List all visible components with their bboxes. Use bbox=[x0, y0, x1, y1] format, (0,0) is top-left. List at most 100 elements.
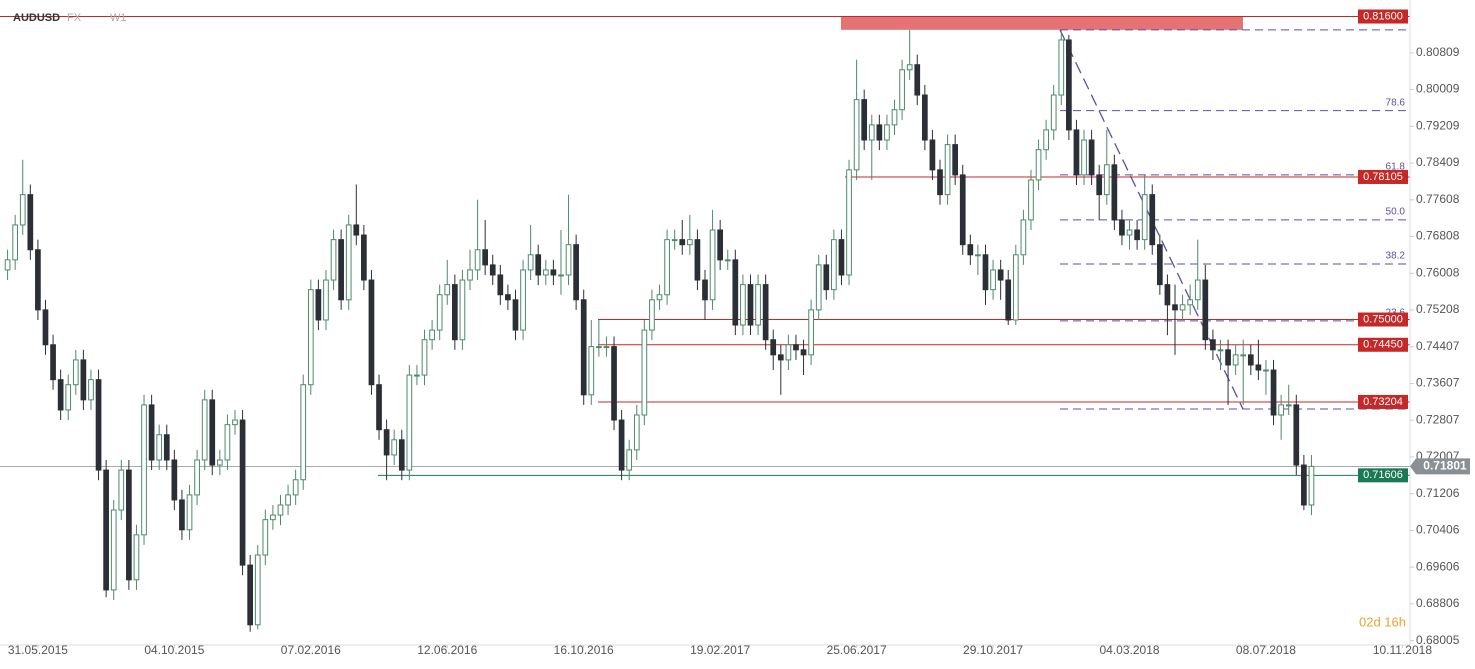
candle-body bbox=[19, 194, 26, 226]
candle-body bbox=[436, 294, 443, 331]
candle-body bbox=[133, 534, 140, 581]
candle-body bbox=[383, 429, 390, 456]
candle-body bbox=[542, 269, 549, 276]
candle-body bbox=[1172, 304, 1178, 311]
candle-body bbox=[1020, 219, 1027, 256]
candle-body bbox=[671, 239, 678, 242]
candle-body bbox=[1202, 279, 1209, 341]
y-tick-label: 0.68806 bbox=[1416, 596, 1460, 610]
candle-body bbox=[497, 274, 504, 296]
candle-body bbox=[1293, 404, 1300, 466]
candle-body bbox=[179, 499, 185, 531]
fib-label: 50.0 bbox=[1386, 207, 1406, 218]
candle-body bbox=[65, 384, 72, 411]
candle-body bbox=[793, 344, 799, 351]
candle-body bbox=[1255, 364, 1262, 371]
candle-body bbox=[1285, 404, 1292, 407]
y-tick-label: 0.74407 bbox=[1416, 339, 1460, 353]
candle-body bbox=[1119, 219, 1125, 236]
candle-body bbox=[323, 279, 329, 321]
level-label-box bbox=[1358, 9, 1408, 24]
candle-body bbox=[527, 254, 534, 271]
candle-body bbox=[489, 264, 496, 276]
candle-body bbox=[1149, 194, 1156, 246]
candle-body bbox=[414, 374, 420, 377]
candle-body bbox=[12, 224, 19, 261]
candle-body bbox=[361, 234, 367, 281]
candle-body bbox=[755, 284, 761, 326]
y-tick-label: 0.73607 bbox=[1416, 376, 1460, 390]
x-tick-label: 12.06.2016 bbox=[417, 643, 477, 657]
candle-body bbox=[156, 434, 163, 461]
y-tick-label: 0.80009 bbox=[1416, 82, 1460, 96]
market[interactable]: FX bbox=[67, 12, 82, 24]
candle-body bbox=[429, 329, 435, 341]
candle-body bbox=[800, 349, 807, 356]
candle-body bbox=[815, 264, 822, 311]
y-tick-label: 0.75208 bbox=[1416, 302, 1460, 316]
candle-body bbox=[740, 284, 746, 326]
candle-body bbox=[300, 384, 307, 481]
x-tick-label: 10.11.2018 bbox=[1373, 643, 1432, 657]
candle-body bbox=[1232, 354, 1239, 366]
candle-body bbox=[990, 269, 996, 291]
candle-body bbox=[148, 404, 155, 461]
candle-body bbox=[558, 274, 564, 277]
candle-body bbox=[1240, 354, 1247, 357]
level-label-box bbox=[1358, 468, 1408, 483]
candle-body bbox=[376, 384, 382, 431]
candle-body bbox=[1126, 229, 1133, 236]
candle-body bbox=[126, 469, 132, 581]
candle-body bbox=[186, 494, 193, 531]
candle-body bbox=[914, 64, 921, 96]
candle-body bbox=[929, 139, 936, 171]
candle-body bbox=[1111, 164, 1118, 221]
candle-body bbox=[110, 509, 117, 591]
x-tick-label: 16.10.2016 bbox=[554, 643, 614, 657]
candle-body bbox=[611, 346, 617, 421]
candle-body bbox=[232, 419, 238, 426]
current-price-box bbox=[1410, 458, 1470, 475]
candle-body bbox=[88, 379, 94, 401]
candle-body bbox=[520, 269, 526, 331]
candle-body bbox=[861, 99, 868, 141]
level-label: 0.71606 bbox=[1363, 469, 1403, 481]
x-tick-label: 25.06.2017 bbox=[827, 643, 887, 657]
candle-body bbox=[906, 64, 913, 71]
y-tick-label: 0.71206 bbox=[1416, 486, 1460, 500]
candle-body bbox=[194, 459, 200, 496]
candle-body bbox=[641, 329, 648, 416]
candle-body bbox=[1096, 174, 1103, 196]
level-label: 0.75000 bbox=[1363, 313, 1403, 325]
candle-body bbox=[626, 449, 633, 471]
candle-body bbox=[550, 269, 557, 276]
candle-body bbox=[459, 279, 466, 341]
candle-body bbox=[694, 239, 701, 281]
candle-body bbox=[944, 144, 951, 196]
candle-body bbox=[618, 419, 625, 471]
candle-body bbox=[1028, 179, 1034, 221]
candle-body bbox=[292, 479, 299, 496]
candle-body bbox=[1134, 229, 1140, 241]
y-tick-label: 0.78409 bbox=[1416, 155, 1460, 169]
candle-body bbox=[345, 224, 352, 301]
candle-body bbox=[1225, 349, 1231, 366]
candle-body bbox=[1270, 369, 1277, 416]
candle-body bbox=[444, 284, 451, 296]
interval[interactable]: W1 bbox=[110, 12, 127, 24]
candle-body bbox=[330, 239, 337, 281]
candle-body bbox=[1308, 465, 1315, 506]
x-tick-label: 04.03.2018 bbox=[1099, 643, 1159, 657]
candle-body bbox=[1035, 149, 1042, 181]
x-tick-label: 19.02.2017 bbox=[690, 643, 750, 657]
candle-body bbox=[171, 459, 178, 501]
candle-body bbox=[42, 309, 49, 346]
candle-body bbox=[717, 229, 724, 261]
y-tick-label: 0.72807 bbox=[1416, 412, 1460, 426]
candle-body bbox=[838, 239, 845, 276]
candle-body bbox=[1050, 94, 1057, 131]
candle-body bbox=[535, 254, 542, 276]
level-label: 0.81600 bbox=[1363, 10, 1403, 22]
